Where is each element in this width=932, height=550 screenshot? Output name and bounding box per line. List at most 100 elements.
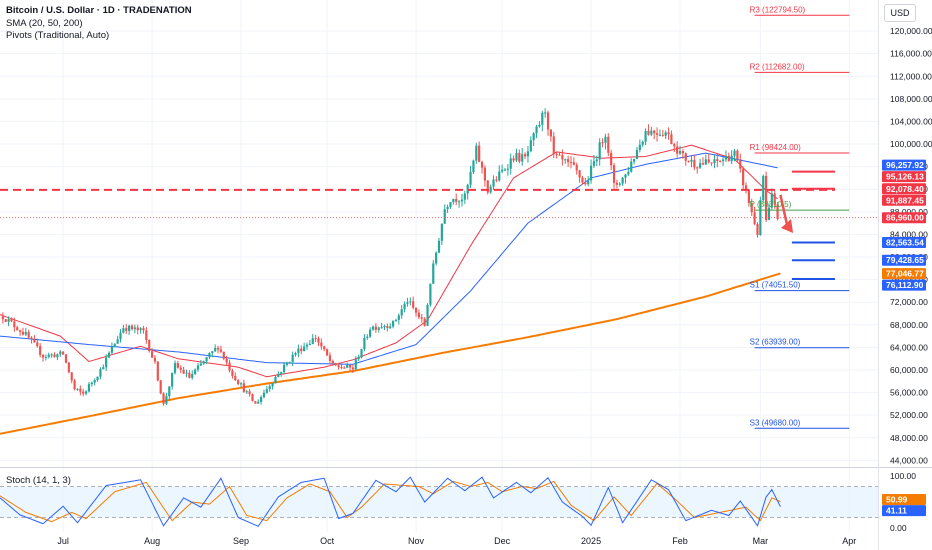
candle-body <box>678 151 682 154</box>
candle-body <box>397 315 400 320</box>
candle-body <box>569 162 573 164</box>
sma-legend[interactable]: SMA (20, 50, 200) <box>6 18 83 29</box>
forecast-arrow <box>779 194 794 234</box>
arrow-head <box>781 219 794 234</box>
candle-body <box>406 302 409 304</box>
candle-body <box>73 380 76 390</box>
candle-body <box>630 161 633 172</box>
candle-body <box>696 167 699 169</box>
candle-body <box>673 144 676 147</box>
candle-body <box>377 327 380 330</box>
pivot-label-s1: S1 (74051.50) <box>750 281 801 290</box>
candle-body <box>343 367 346 369</box>
time-axis[interactable]: Jul Aug Sep Oct Nov Dec 2025 Feb Mar Apr <box>57 536 856 546</box>
candle-body <box>274 377 277 384</box>
candle-body <box>601 142 604 144</box>
candle-body <box>498 171 501 181</box>
candle-body <box>380 327 383 329</box>
candle-body <box>555 154 558 156</box>
time-tick-label: Apr <box>842 536 856 546</box>
candle-body <box>558 154 561 156</box>
candle-body <box>128 325 131 331</box>
candle-body <box>245 391 248 393</box>
candle-body <box>225 358 228 363</box>
stoch-d-line <box>0 480 781 523</box>
candle-body <box>762 175 765 201</box>
pivots-legend[interactable]: Pivots (Traditional, Auto) <box>6 30 110 41</box>
pivot-label-r2: R2 (112682.00) <box>750 62 805 71</box>
candle-body <box>607 136 610 153</box>
candle-body <box>102 367 105 370</box>
sma-line-sma200 <box>0 272 781 435</box>
candle-body <box>676 146 679 154</box>
candle-body <box>16 327 19 331</box>
candle-body <box>386 326 389 329</box>
stochastic-pane[interactable] <box>0 476 878 527</box>
price-tick-label: 104,000.00 <box>890 116 932 126</box>
arrow-shaft <box>779 194 789 226</box>
candle-body <box>693 159 696 168</box>
candle-body <box>719 161 722 163</box>
candle-body <box>704 159 707 165</box>
candle-body <box>647 130 650 135</box>
candle-body <box>99 369 102 377</box>
candle-body <box>584 182 587 185</box>
candle-body <box>142 328 145 331</box>
price-badge-bg <box>882 212 926 224</box>
symbol-title[interactable]: Bitcoin / U.S. Dollar · 1D · TRADENATION <box>6 5 192 16</box>
candle-body <box>191 374 194 378</box>
candle-body <box>110 346 114 353</box>
candle-body <box>337 365 340 368</box>
candle-body <box>18 330 22 332</box>
pivot-label-s3: S3 (49680.00) <box>750 418 801 427</box>
candle-body <box>658 134 662 136</box>
candle-body <box>130 325 134 330</box>
currency-button[interactable]: USD <box>884 4 916 22</box>
candle-body <box>699 163 702 168</box>
candle-body <box>288 361 291 363</box>
candle-body <box>426 304 429 326</box>
price-tick-label: 56,000.00 <box>890 388 928 398</box>
candle-body <box>598 142 601 160</box>
candle-body <box>331 360 334 364</box>
price-badge-bg <box>882 268 926 280</box>
candle-body <box>87 384 91 392</box>
candle-body <box>268 386 271 390</box>
candle-body <box>105 357 108 368</box>
price-badge-bg <box>882 279 926 291</box>
price-badge: 82,563.54 <box>886 238 924 248</box>
candle-body <box>389 326 392 329</box>
price-tick-label: 116,000.00 <box>890 49 932 59</box>
candle-body <box>277 373 280 378</box>
stoch-k-line <box>0 476 781 527</box>
candle-body <box>27 332 30 338</box>
candle-body <box>271 383 274 387</box>
candle-body <box>153 357 157 362</box>
candle-body <box>156 361 159 381</box>
candle-body <box>351 367 355 370</box>
candle-body <box>50 354 53 356</box>
candle-body <box>595 159 598 162</box>
candle-body <box>523 154 527 157</box>
candle-body <box>610 152 613 166</box>
stoch-d-badge: 50.99 <box>886 495 908 505</box>
candle-body <box>532 133 535 141</box>
candle-body <box>615 182 618 185</box>
stoch-legend[interactable]: Stoch (14, 1, 3) <box>6 475 71 486</box>
candle-body <box>478 145 481 162</box>
price-tick-label: 60,000.00 <box>890 365 928 375</box>
candle-body <box>13 321 16 328</box>
candle-body <box>644 130 647 142</box>
candle-body <box>495 179 498 181</box>
candle-body <box>575 164 578 171</box>
candle-body <box>650 130 653 135</box>
pivot-label-s2: S2 (63939.00) <box>750 338 801 347</box>
candle-body <box>107 352 111 358</box>
candle-body <box>483 167 487 181</box>
candle-body <box>165 396 168 404</box>
candle-body <box>148 340 151 352</box>
candle-body <box>303 346 306 352</box>
candle-body <box>182 369 185 374</box>
candle-body <box>621 177 624 184</box>
